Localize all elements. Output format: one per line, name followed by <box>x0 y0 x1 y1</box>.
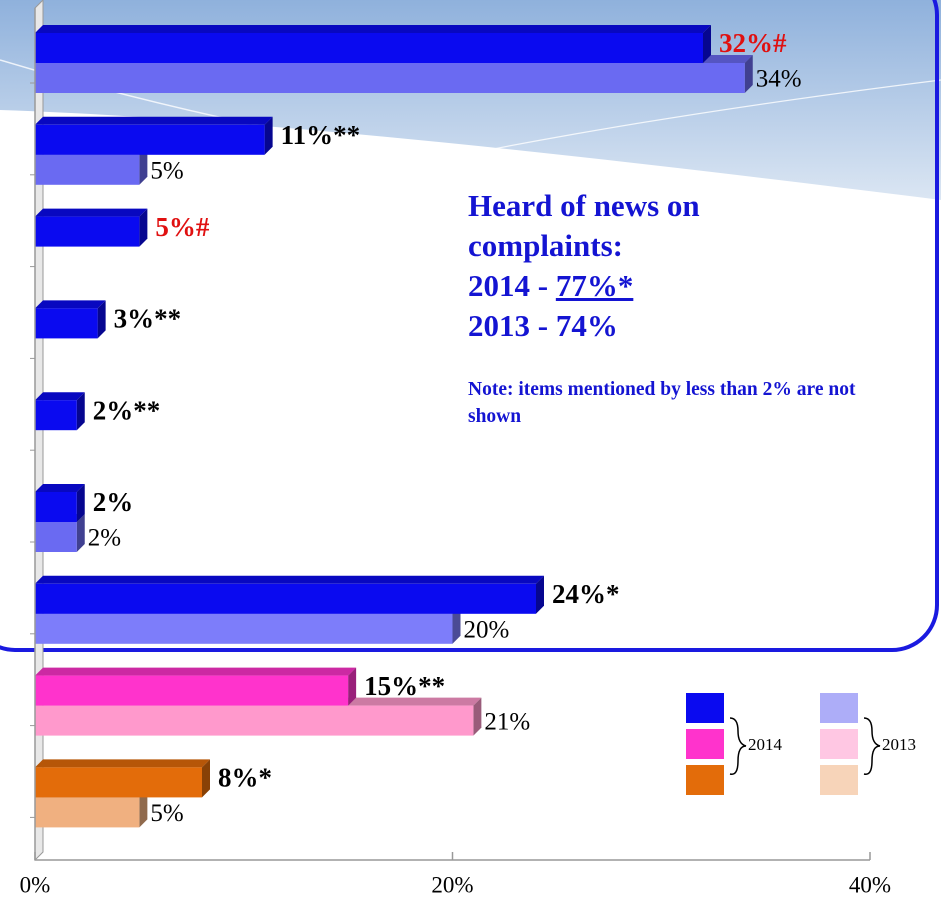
bar <box>35 583 536 614</box>
value-label: 24%* <box>552 579 620 609</box>
bar <box>35 705 474 736</box>
value-label: 5%# <box>155 212 210 242</box>
legend-swatch <box>820 729 858 759</box>
annotation-value: 74% <box>555 308 618 343</box>
annotation-line: 2014 - 77%* <box>468 266 828 306</box>
bar-side <box>703 25 711 63</box>
bar <box>35 492 77 522</box>
x-tick-label: 0% <box>20 872 51 897</box>
bar-side <box>76 514 85 552</box>
legend-label: 2013 <box>882 735 916 754</box>
bar <box>35 767 202 798</box>
legend-brace <box>863 717 881 775</box>
bar-top <box>35 300 106 309</box>
bar-top <box>35 392 85 401</box>
bar-top <box>35 667 357 676</box>
value-label: 2% <box>88 525 121 552</box>
x-tick-label: 20% <box>431 872 473 897</box>
bar-side <box>452 605 461 644</box>
bar <box>35 797 140 828</box>
swoosh-line <box>219 79 941 211</box>
value-label: 2% <box>93 487 134 517</box>
annotation: Heard of news on complaints: 2014 - 77%*… <box>468 186 855 430</box>
bar-top <box>35 575 544 584</box>
value-label: 34% <box>756 66 802 93</box>
bar-top <box>35 759 210 768</box>
bar <box>35 216 140 247</box>
annotation-frame <box>0 0 939 652</box>
bar-side <box>536 575 544 614</box>
value-label: 5% <box>150 158 183 185</box>
x-tick-label: 40% <box>849 872 891 897</box>
bar-top <box>35 25 711 33</box>
bar <box>35 124 265 155</box>
bar-top <box>35 116 273 125</box>
value-label: 20% <box>464 617 510 644</box>
value-label: 32%# <box>719 28 787 58</box>
legend-swatch <box>686 729 724 759</box>
bar-side <box>139 789 148 828</box>
bar-side <box>202 759 210 798</box>
bars <box>35 25 753 828</box>
value-label: 8%* <box>218 763 272 793</box>
legend-swatch <box>820 693 858 723</box>
legend-swatch <box>820 765 858 795</box>
value-label: 21% <box>484 708 530 735</box>
bar <box>35 308 98 339</box>
bar-side <box>744 55 753 93</box>
value-label: 3%** <box>114 304 182 334</box>
value-label: 2%** <box>93 395 161 425</box>
bar-side <box>139 208 148 247</box>
bar <box>35 33 703 63</box>
swoosh-line <box>0 59 941 211</box>
legend-swatch <box>686 693 724 723</box>
bar-side <box>348 667 357 706</box>
bar-side <box>264 116 273 155</box>
bar-side <box>139 146 148 185</box>
legend-label: 2014 <box>748 735 783 754</box>
annotation-label: 2013 - <box>468 308 556 343</box>
bar <box>35 63 745 93</box>
bar-side <box>76 484 85 522</box>
bar-side <box>473 697 482 736</box>
value-label: 11%** <box>281 120 361 150</box>
annotation-label: 2014 - <box>468 268 556 303</box>
value-label: 15%** <box>364 671 445 701</box>
value-label: 5% <box>150 800 183 827</box>
bar <box>35 400 77 431</box>
annotation-title: Heard of news on complaints: <box>468 188 700 263</box>
bar <box>35 613 453 644</box>
bar-side <box>97 300 106 339</box>
bar <box>35 522 77 552</box>
bar <box>35 675 349 706</box>
bar-top <box>35 484 85 492</box>
annotation-note: Note: items mentioned by less than 2% ar… <box>468 379 856 427</box>
bar-side <box>76 392 85 431</box>
bar-top <box>35 208 148 217</box>
annotation-line: 2013 - 74% <box>468 306 828 346</box>
legend-swatch <box>686 765 724 795</box>
bar <box>35 154 140 185</box>
annotation-value: 77%* <box>555 268 634 303</box>
legend-brace <box>729 717 747 775</box>
